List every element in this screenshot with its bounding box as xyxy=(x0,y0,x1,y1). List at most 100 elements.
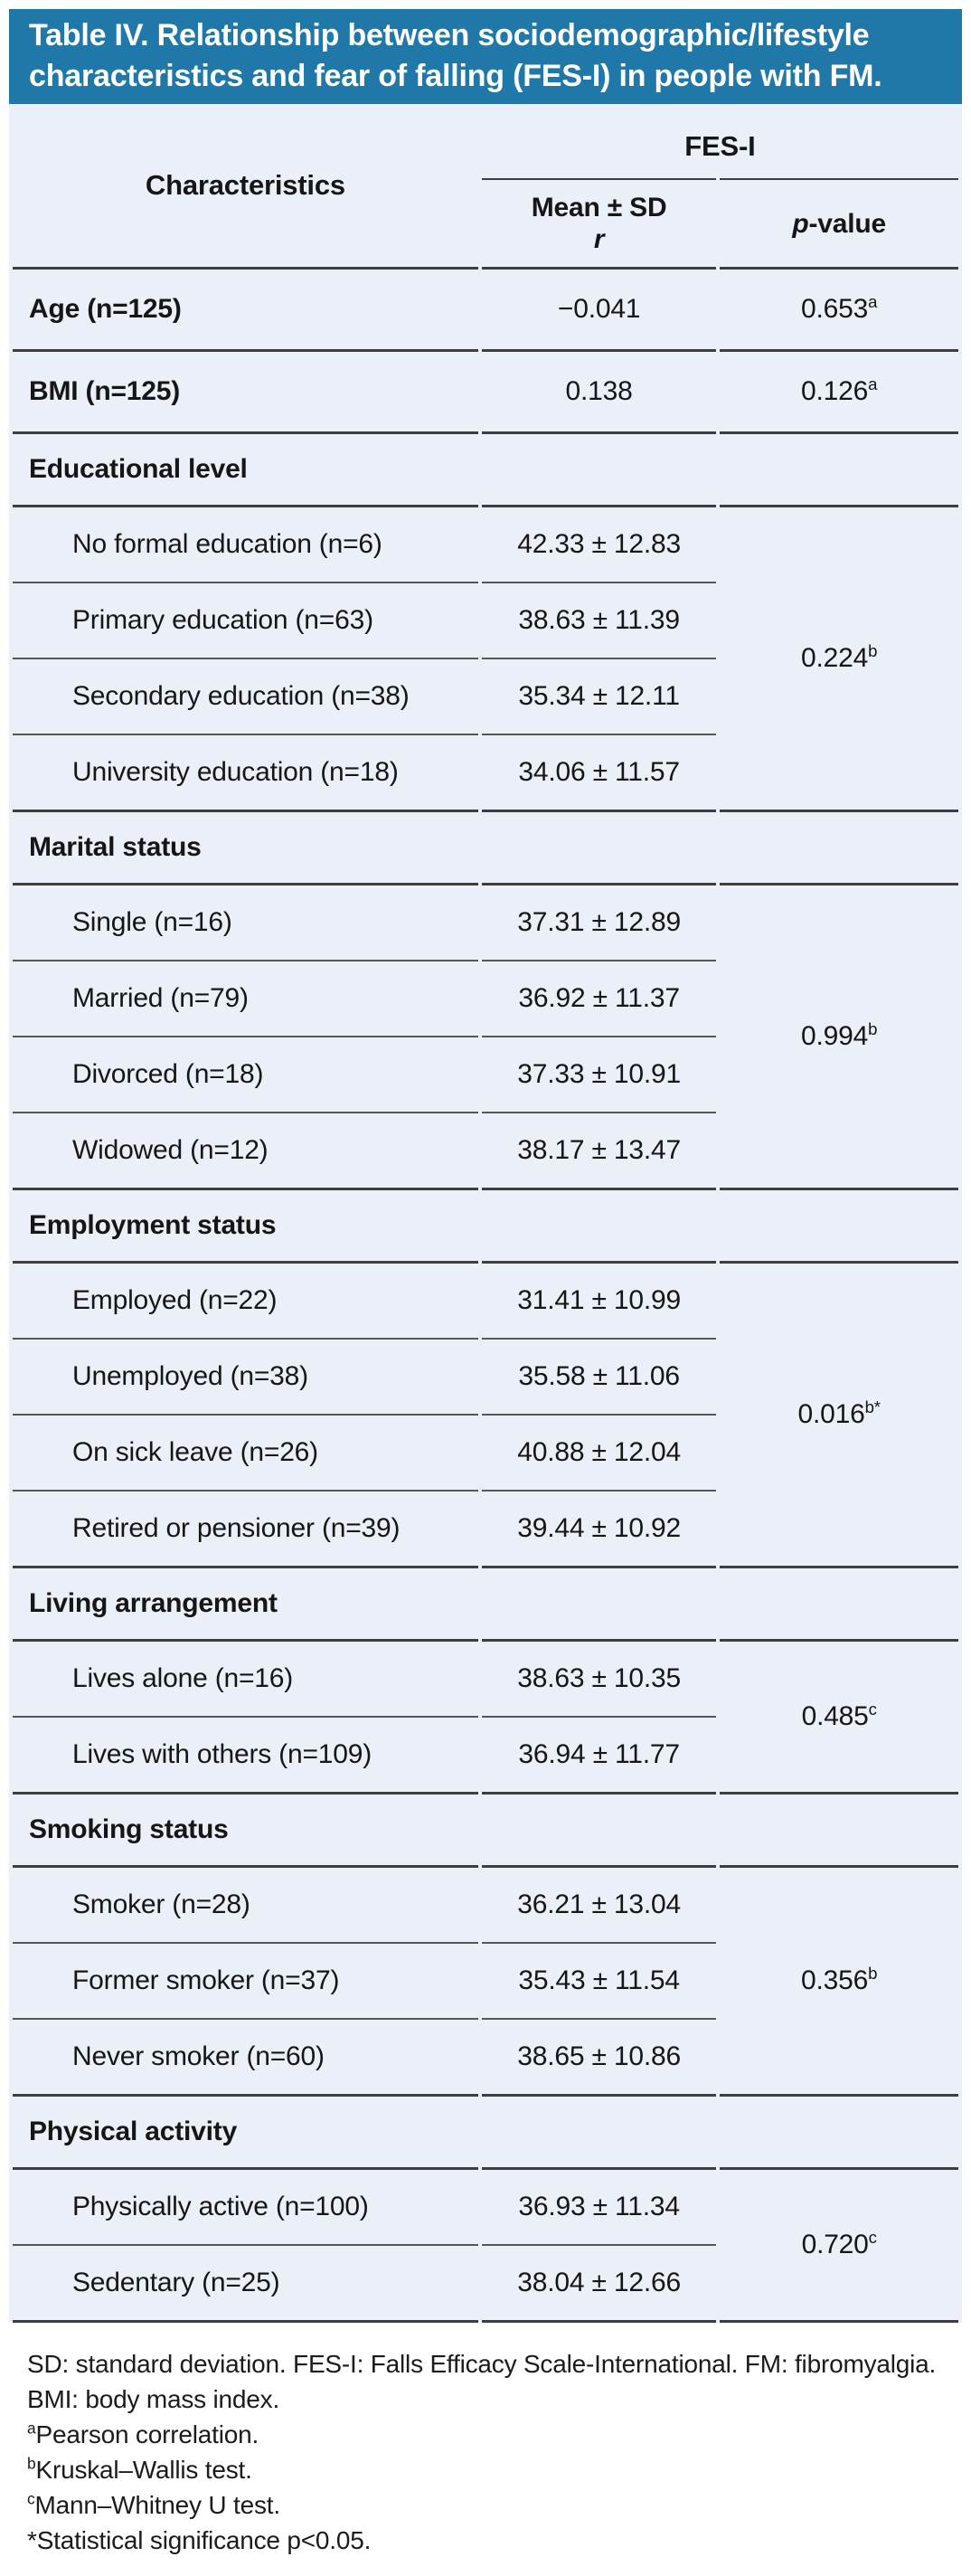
p-italic: p xyxy=(792,208,809,239)
p-value: 0.653a xyxy=(720,270,958,352)
col-header-characteristics: Characteristics xyxy=(13,104,478,270)
group-p-value: 0.016b* xyxy=(720,1264,958,1568)
category-row: Sedentary (n=25) 38.04 ± 12.66 xyxy=(13,2246,958,2323)
row-label: Age (n=125) xyxy=(13,270,478,352)
row-label: Secondary education (n=38) xyxy=(13,659,478,735)
row-label: Physically active (n=100) xyxy=(13,2170,478,2246)
category-row: Smoker (n=28) 36.21 ± 13.04 0.356b xyxy=(13,1868,958,2097)
footnote-line: cMann–Whitney U test. xyxy=(27,2489,280,2519)
row-label: Lives with others (n=109) xyxy=(13,1718,478,1795)
row-label: Retired or pensioner (n=39) xyxy=(13,1492,478,1568)
mean-sd-value: 42.33 ± 12.83 xyxy=(481,507,717,583)
row-label: No formal education (n=6) xyxy=(13,507,478,583)
section-label: Marital status xyxy=(13,812,478,886)
category-row: Physically active (n=100) 36.93 ± 11.34 0.… xyxy=(13,2170,958,2323)
row-label: Single (n=16) xyxy=(13,886,478,961)
section-header-row: Educational level xyxy=(13,434,958,507)
mean-sd-value: 35.34 ± 12.11 xyxy=(481,659,717,735)
mean-sd-value: 38.63 ± 11.39 xyxy=(481,583,717,659)
mean-sd-value: 37.31 ± 12.89 xyxy=(481,886,717,961)
section-empty-cell xyxy=(481,1568,717,1642)
section-empty-cell xyxy=(720,1795,958,1868)
section-empty-cell xyxy=(481,2097,717,2170)
mean-sd-value: 31.41 ± 10.99 xyxy=(481,1264,717,1340)
group-p-value: 0.356b xyxy=(720,1868,958,2097)
row-label: Divorced (n=18) xyxy=(13,1037,478,1113)
header-row-sub: Mean ± SD r p-value xyxy=(13,180,958,270)
group-p-value: 0.224b xyxy=(720,507,958,812)
section-empty-cell xyxy=(720,1568,958,1642)
category-row: No formal education (n=6) 42.33 ± 12.83 0.… xyxy=(13,507,958,812)
fes-i-underline-right xyxy=(720,178,958,180)
section-empty-cell xyxy=(720,1190,958,1264)
section-header-row: Physical activity xyxy=(13,2097,958,2170)
category-row: Single (n=16) 37.31 ± 12.89 0.994b xyxy=(13,886,958,1190)
footnote-line: *Statistical significance p<0.05. xyxy=(27,2526,372,2554)
category-row: Lives with others (n=109) 36.94 ± 11.77 xyxy=(13,1718,958,1795)
r-label: r xyxy=(593,224,605,254)
section-empty-cell xyxy=(720,812,958,886)
p-value: 0.126a xyxy=(720,352,958,434)
category-row: Secondary education (n=38) 35.34 ± 12.11 xyxy=(13,659,958,735)
measure-row: BMI (n=125) 0.138 0.126a xyxy=(13,352,958,434)
group-p-value: 0.720c xyxy=(720,2170,958,2323)
mean-sd-value: 38.65 ± 10.86 xyxy=(481,2020,717,2097)
category-row: Retired or pensioner (n=39) 39.44 ± 10.92 xyxy=(13,1492,958,1568)
mean-sd-value: 36.94 ± 11.77 xyxy=(481,1718,717,1795)
mean-sd-value: 36.93 ± 11.34 xyxy=(481,2170,717,2246)
statistics-table: Characteristics FES-I Mean ± SD r p-valu… xyxy=(9,104,962,2323)
section-empty-cell xyxy=(481,1190,717,1264)
row-label: BMI (n=125) xyxy=(13,352,478,434)
table-container: Characteristics FES-I Mean ± SD r p-valu… xyxy=(9,104,962,2323)
category-row: Unemployed (n=38) 35.58 ± 11.06 xyxy=(13,1340,958,1416)
footnote-line: bKruskal–Wallis test. xyxy=(27,2454,252,2484)
mean-sd-label: Mean ± SD xyxy=(531,193,667,223)
category-row: Lives alone (n=16) 38.63 ± 10.35 0.485c xyxy=(13,1642,958,1795)
category-row: Never smoker (n=60) 38.65 ± 10.86 xyxy=(13,2020,958,2097)
row-label: Smoker (n=28) xyxy=(13,1868,478,1944)
section-header-row: Smoking status xyxy=(13,1795,958,1868)
mean-sd-value: 36.92 ± 11.37 xyxy=(481,961,717,1037)
col-header-p-value: p-value xyxy=(720,180,958,270)
col-header-fes-i: FES-I xyxy=(684,130,756,162)
mean-sd-value: 38.04 ± 12.66 xyxy=(481,2246,717,2323)
p-rest: -value xyxy=(808,208,886,239)
row-label: Primary education (n=63) xyxy=(13,583,478,659)
fes-i-underline-left xyxy=(481,178,717,180)
table-title: Table IV. Relationship between sociodemo… xyxy=(9,9,962,104)
mean-sd-value: 34.06 ± 11.57 xyxy=(481,735,717,812)
section-label: Physical activity xyxy=(13,2097,478,2170)
mean-sd-value: 38.17 ± 13.47 xyxy=(481,1113,717,1190)
row-label: University education (n=18) xyxy=(13,735,478,812)
mean-sd-value: 37.33 ± 10.91 xyxy=(481,1037,717,1113)
row-label: Former smoker (n=37) xyxy=(13,1944,478,2020)
footnote-line: SD: standard deviation. FES-I: Falls Eff… xyxy=(27,2350,937,2378)
category-row: Widowed (n=12) 38.17 ± 13.47 xyxy=(13,1113,958,1190)
row-label: Sedentary (n=25) xyxy=(13,2246,478,2323)
category-row: On sick leave (n=26) 40.88 ± 12.04 xyxy=(13,1416,958,1492)
category-row: Former smoker (n=37) 35.43 ± 11.54 xyxy=(13,1944,958,2020)
row-label: Never smoker (n=60) xyxy=(13,2020,478,2097)
section-label: Educational level xyxy=(13,434,478,507)
group-p-value: 0.994b xyxy=(720,886,958,1190)
row-label: On sick leave (n=26) xyxy=(13,1416,478,1492)
section-empty-cell xyxy=(481,812,717,886)
section-empty-cell xyxy=(481,1795,717,1868)
r-value: 0.138 xyxy=(481,352,717,434)
section-empty-cell xyxy=(720,434,958,507)
row-label: Married (n=79) xyxy=(13,961,478,1037)
row-label: Employed (n=22) xyxy=(13,1264,478,1340)
header-row-top: Characteristics FES-I xyxy=(13,104,958,270)
mean-sd-value: 35.58 ± 11.06 xyxy=(481,1340,717,1416)
footnotes: SD: standard deviation. FES-I: Falls Eff… xyxy=(9,2323,962,2576)
mean-sd-value: 38.63 ± 10.35 xyxy=(481,1642,717,1718)
footnote-line: BMI: body mass index. xyxy=(27,2385,280,2413)
category-row: University education (n=18) 34.06 ± 11.57 xyxy=(13,735,958,812)
col-header-mean-sd: Mean ± SD r xyxy=(481,180,717,270)
fes-i-underline-row xyxy=(13,178,958,180)
mean-sd-value: 40.88 ± 12.04 xyxy=(481,1416,717,1492)
row-label: Unemployed (n=38) xyxy=(13,1340,478,1416)
section-label: Employment status xyxy=(13,1190,478,1264)
category-row: Divorced (n=18) 37.33 ± 10.91 xyxy=(13,1037,958,1113)
